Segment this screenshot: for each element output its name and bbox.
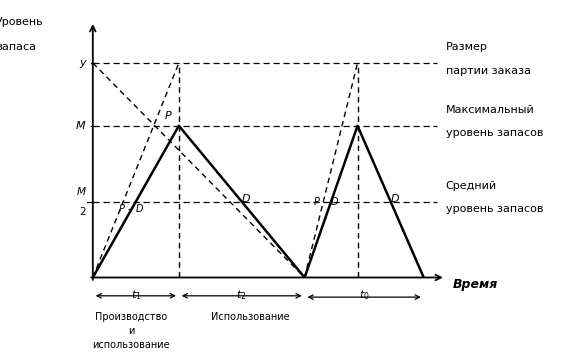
Text: уровень запасов: уровень запасов (446, 204, 543, 214)
Text: D: D (391, 194, 399, 203)
Text: Уровень: Уровень (0, 17, 43, 27)
Text: $t_2$: $t_2$ (236, 288, 247, 302)
Text: Использование: Использование (211, 312, 290, 321)
Text: Размер: Размер (446, 43, 488, 52)
Text: P – D: P – D (119, 204, 144, 214)
Text: $t_1$: $t_1$ (131, 288, 141, 302)
Text: D: D (242, 194, 251, 203)
Text: Средний: Средний (446, 181, 497, 191)
Text: Время: Время (453, 277, 498, 290)
Text: M: M (77, 187, 86, 197)
Text: $t_0$: $t_0$ (359, 288, 369, 302)
Text: партии заказа: партии заказа (446, 66, 531, 76)
Text: P: P (165, 111, 172, 121)
Text: P – D: P – D (314, 197, 339, 207)
Text: использование: использование (92, 340, 170, 350)
Text: запаса: запаса (0, 42, 36, 52)
Text: и: и (128, 326, 135, 336)
Text: Максимальный: Максимальный (446, 105, 534, 115)
Text: M: M (76, 121, 86, 131)
Text: 2: 2 (79, 206, 86, 217)
Text: y: y (79, 58, 86, 68)
Text: уровень запасов: уровень запасов (446, 128, 543, 138)
Text: Производство: Производство (95, 312, 168, 321)
